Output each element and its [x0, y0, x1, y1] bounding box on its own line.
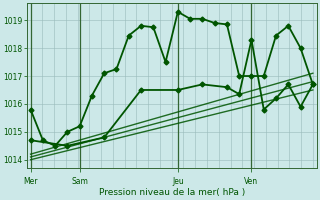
- X-axis label: Pression niveau de la mer( hPa ): Pression niveau de la mer( hPa ): [99, 188, 245, 197]
